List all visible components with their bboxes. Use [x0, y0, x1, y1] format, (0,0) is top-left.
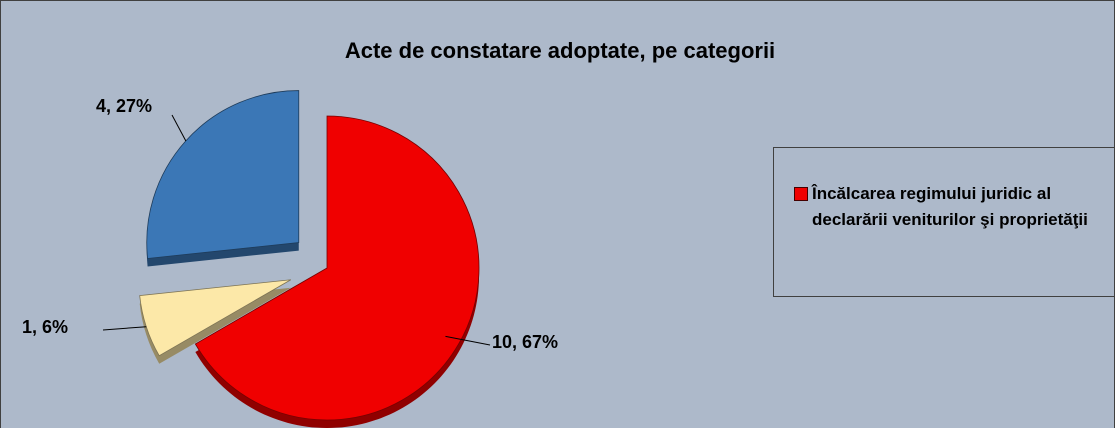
data-label: 10, 67% [492, 332, 558, 352]
slice [146, 90, 300, 259]
data-label: 1, 6% [22, 317, 68, 337]
slice [139, 279, 292, 357]
legend-swatch [794, 187, 808, 201]
chart-title: Acte de constatare adoptate, pe categori… [345, 38, 775, 63]
leader-line [102, 326, 147, 331]
legend-label: Încălcarea regimului juridic al declarăr… [812, 184, 1088, 229]
data-label: 4, 27% [96, 96, 152, 116]
legend-item: Încălcarea regimului juridic al declarăr… [794, 181, 1112, 233]
leader-line [445, 335, 491, 346]
slice [194, 115, 480, 421]
legend: Încălcarea regimului juridic al declarăr… [773, 147, 1115, 297]
leader-line [171, 114, 187, 142]
